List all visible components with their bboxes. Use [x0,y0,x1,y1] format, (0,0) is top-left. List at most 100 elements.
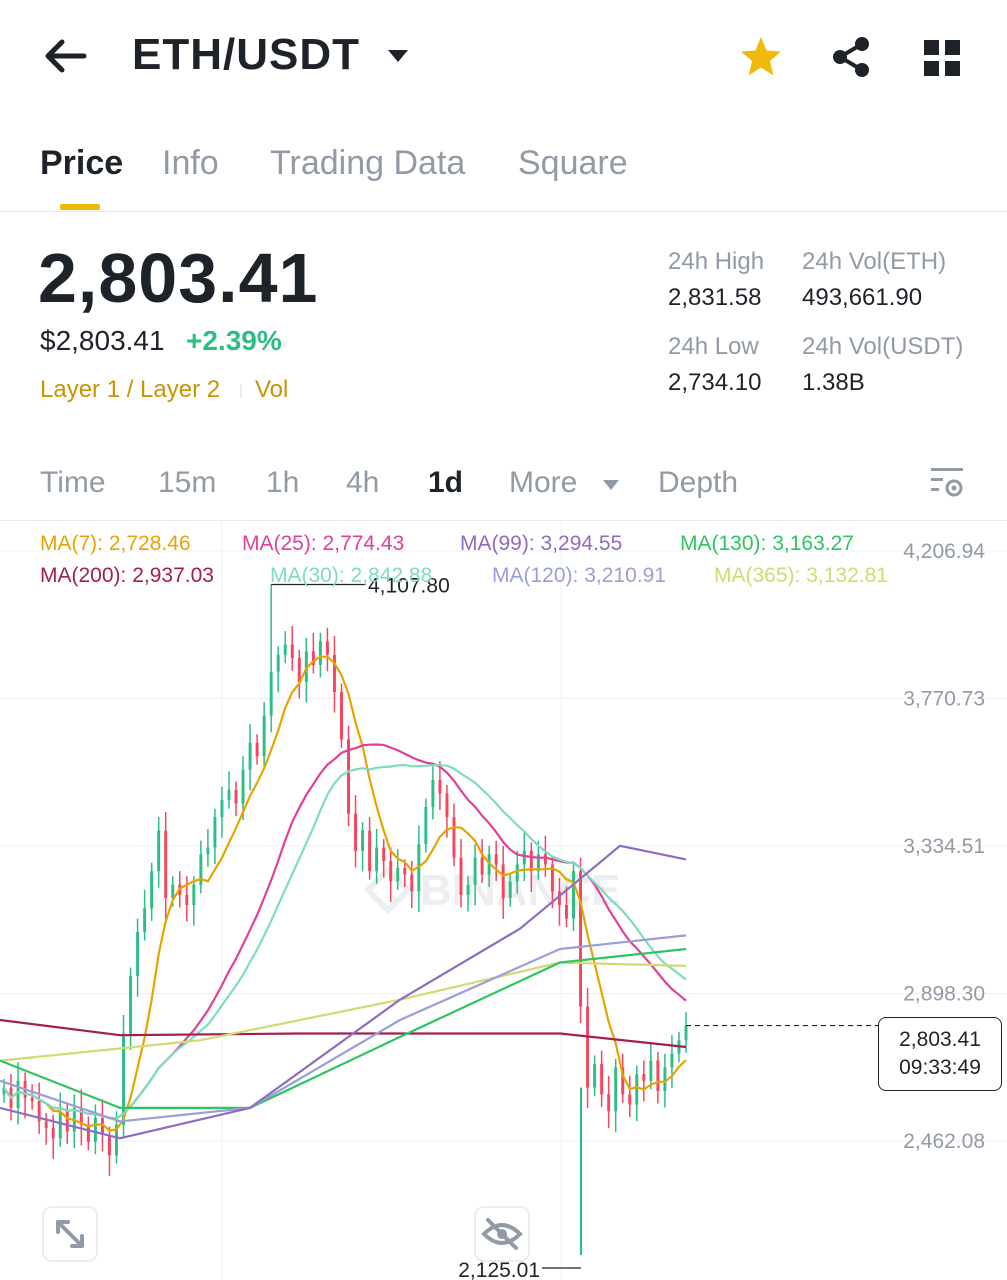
chart-divider [0,520,1007,521]
low-value: 2,734.10 [668,369,762,396]
interval-bar: Time 15m 1h 4h 1d More Depth [0,452,1007,516]
active-tab-indicator [60,204,100,210]
vol-eth-value: 493,661.90 [802,284,923,311]
grid-icon[interactable] [922,38,962,78]
interval-more[interactable]: More [509,466,578,499]
arrow-left-icon[interactable] [40,34,90,78]
high-value: 2,831.58 [668,284,762,311]
candle-body [438,779,442,794]
candle-body [129,976,133,1034]
candle-body [220,800,224,818]
candle-body [241,769,245,804]
ma7-legend: MA(7): 2,728.46 [40,532,191,555]
candle-body [466,884,470,895]
interval-4h[interactable]: 4h [346,466,380,499]
candle-body [473,857,477,885]
candle-body [536,854,540,872]
interval-depth[interactable]: Depth [658,466,739,499]
candle-body [557,891,561,906]
candle-body [325,641,329,655]
high-marker-label: 4,107.80 [368,575,450,598]
candle-body [262,715,266,757]
share-icon[interactable] [828,34,874,80]
candle-body [431,779,435,807]
watermark: BINANCE [420,866,620,915]
interval-time[interactable]: Time [40,466,106,499]
hide-indicators-button[interactable] [474,1206,530,1262]
interval-15m[interactable]: 15m [158,466,217,499]
caret-down-icon[interactable] [386,48,410,64]
candle-body [642,1074,646,1081]
candle-body [86,1124,90,1142]
candle-body [283,644,287,655]
ma200-legend: MA(200): 2,937.03 [40,564,214,587]
candle-body [248,742,252,770]
candle-countdown: 09:33:49 [899,1056,981,1079]
chart-settings-icon[interactable] [928,464,966,502]
candle-body [192,884,196,906]
y-axis-tick: 2,898.30 [903,982,985,1005]
top-bar: ETH/USDT [0,0,1007,118]
candle-body [136,932,140,977]
y-axis-tick: 3,770.73 [903,687,985,710]
candle-body [269,671,273,716]
price-usd: $2,803.41 [40,325,165,356]
ma25-legend: MA(25): 2,774.43 [242,532,405,555]
interval-1d[interactable]: 1d [428,466,464,499]
tag-divider [240,384,242,398]
low-label: 24h Low [668,333,759,360]
caret-down-icon[interactable] [602,478,620,490]
ma30-line [3,763,687,1120]
candle-body [311,651,315,665]
last-price-tag-value: 2,803.41 [899,1028,981,1051]
last-price: 2,803.41 [38,239,319,317]
candle-body [382,847,386,862]
tab-square[interactable]: Square [518,144,628,182]
interval-1h[interactable]: 1h [266,466,300,499]
candle-body [157,830,161,872]
candle-body [459,857,463,895]
candle-body [375,847,379,872]
candle-body [290,644,294,659]
candle-body [93,1118,97,1142]
ma200-line [0,1018,687,1049]
candle-body [150,871,154,909]
price-chart[interactable]: BINANCE 4,206.94 3,770.73 3,334.51 2,898.30 2… [0,521,1007,1280]
candle-body [122,1033,126,1125]
y-axis-tick: 4,206.94 [903,540,985,563]
candle-body [550,864,554,892]
star-icon[interactable] [738,34,784,80]
candle-body [79,1107,83,1125]
candle-body [332,654,336,692]
trading-pair-title[interactable]: ETH/USDT [132,30,360,79]
ma99-line [0,844,687,1140]
candle-body [304,651,308,682]
candle-body [494,854,498,865]
fullscreen-button[interactable] [42,1206,98,1262]
candle-body [227,790,231,801]
candle-body [508,881,512,899]
candle-body [143,908,147,933]
candle-body [628,1094,632,1105]
tab-info[interactable]: Info [162,144,219,182]
ma120-legend: MA(120): 3,210.91 [492,564,666,587]
candle-body [368,830,372,872]
ma365-legend: MA(365): 3,132.81 [714,564,888,587]
candle-body [213,817,217,848]
candle-body [614,1067,618,1112]
candle-body [424,806,428,845]
candle-body [663,1067,667,1091]
tab-trading-data[interactable]: Trading Data [270,144,466,182]
category-tag[interactable]: Layer 1 / Layer 2 [40,376,221,403]
candle-body [171,884,175,899]
candle-body [635,1074,639,1105]
vol-usdt-value: 1.38B [802,369,865,396]
candle-body [522,850,526,865]
vol-tag[interactable]: Vol [255,376,289,403]
candle-body [600,1063,604,1095]
candle-body [445,793,449,818]
candle-body [347,739,350,814]
ma130-legend: MA(130): 3,163.27 [680,532,854,555]
ma99-legend: MA(99): 3,294.55 [460,532,623,555]
tab-price[interactable]: Price [40,144,124,182]
